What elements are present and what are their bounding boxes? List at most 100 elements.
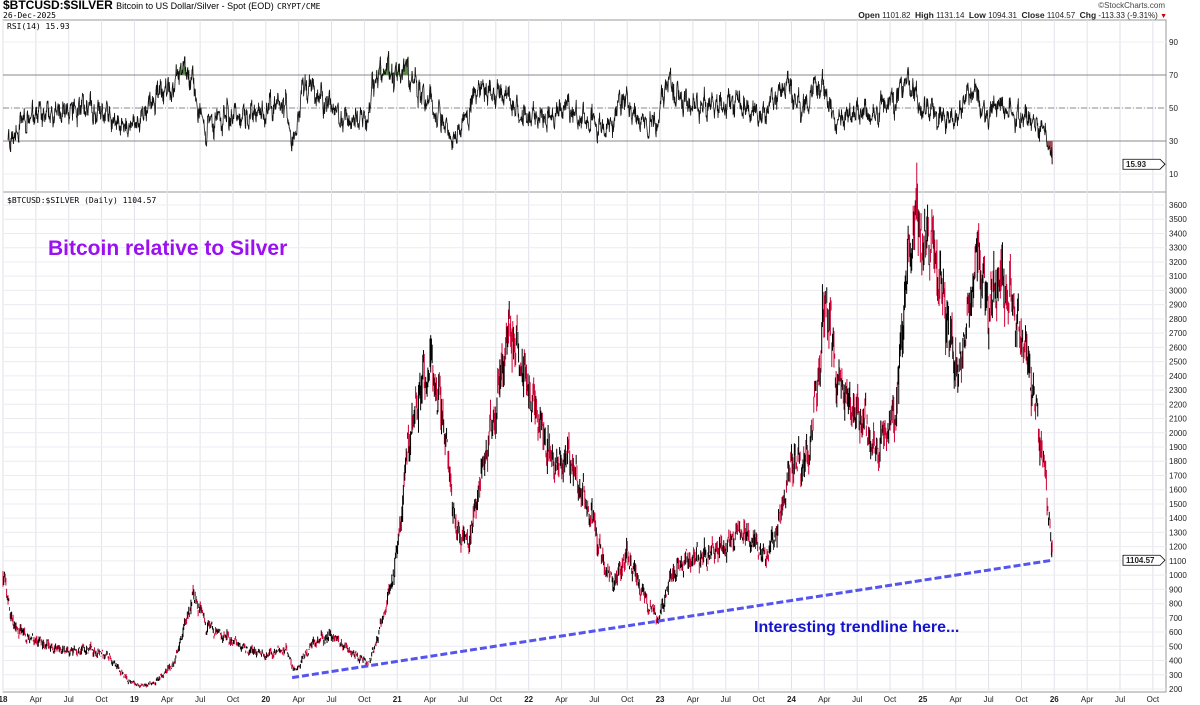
- low-label: Low: [968, 10, 986, 20]
- price-y-tick-label: 1000: [1169, 571, 1187, 580]
- chart-date: 26-Dec-2025: [3, 11, 56, 20]
- x-tick-label: Jul: [458, 695, 468, 704]
- price-y-tick-label: 300: [1169, 671, 1183, 680]
- x-tick-label: Apr: [555, 695, 568, 704]
- x-tick-label: Apr: [687, 695, 700, 704]
- high-value: 1131.14: [936, 11, 965, 20]
- price-y-tick-label: 1300: [1169, 528, 1187, 537]
- open-label: Open: [858, 10, 880, 20]
- close-value: 1104.57: [1046, 11, 1076, 20]
- price-label: $BTCUSD:$SILVER (Daily) 1104.57: [7, 196, 156, 205]
- x-tick-label: 25: [918, 695, 927, 704]
- x-tick-label: 18: [0, 695, 8, 704]
- price-y-tick-label: 3400: [1169, 229, 1187, 238]
- price-y-tick-label: 1400: [1169, 514, 1187, 523]
- symbol: $BTCUSD:$SILVER: [3, 0, 113, 12]
- x-tick-label: Apr: [161, 695, 174, 704]
- x-tick-label: Oct: [621, 695, 634, 704]
- x-tick-label: 23: [656, 695, 665, 704]
- chg-value: -113.33 (-9.31%): [1098, 11, 1158, 20]
- price-y-tick-label: 900: [1169, 585, 1183, 594]
- price-y-tick-label: 400: [1169, 657, 1183, 666]
- price-y-tick-label: 2600: [1169, 343, 1187, 352]
- x-tick-label: Oct: [752, 695, 765, 704]
- price-y-tick-label: 800: [1169, 600, 1183, 609]
- rsi-current-value: 15.93: [1126, 160, 1147, 169]
- price-current-value-box: [1122, 554, 1166, 566]
- low-value: 1094.31: [988, 11, 1017, 20]
- price-y-tick-label: 2400: [1169, 372, 1187, 381]
- price-y-tick-label: 2100: [1169, 415, 1187, 424]
- price-y-tick-label: 1600: [1169, 486, 1187, 495]
- x-tick-label: Oct: [1147, 695, 1160, 704]
- x-tick-label: Apr: [1081, 695, 1094, 704]
- rsi-y-tick-label: 50: [1169, 104, 1178, 113]
- x-tick-label: Apr: [292, 695, 305, 704]
- x-tick-label: 22: [524, 695, 533, 704]
- x-tick-label: 21: [393, 695, 402, 704]
- price-y-tick-label: 2300: [1169, 386, 1187, 395]
- price-y-tick-label: 3500: [1169, 215, 1187, 224]
- open-value: 1101.82: [882, 11, 911, 20]
- exchange: CRYPT/CME: [277, 2, 321, 11]
- price-y-tick-label: 1500: [1169, 500, 1187, 509]
- price-y-tick-label: 1700: [1169, 471, 1187, 480]
- high-label: High: [914, 10, 934, 20]
- price-y-tick-label: 3600: [1169, 201, 1187, 210]
- chart-header: $BTCUSD:$SILVER Bitcoin to US Dollar/Sil…: [0, 0, 1200, 20]
- price-y-tick-label: 2500: [1169, 358, 1187, 367]
- x-tick-label: 20: [261, 695, 270, 704]
- rsi-y-tick-label: 70: [1169, 71, 1178, 80]
- price-current-value: 1104.57: [1126, 556, 1155, 565]
- x-tick-label: Jul: [64, 695, 74, 704]
- chg-label: Chg: [1079, 10, 1097, 20]
- down-arrow-icon: ▼: [1160, 13, 1167, 20]
- ohlc-readout: Open 1101.82 High 1131.14 Low 1094.31 Cl…: [858, 11, 1167, 21]
- price-y-tick-label: 1100: [1169, 557, 1187, 566]
- price-y-tick-label: 3300: [1169, 244, 1187, 253]
- x-tick-label: Apr: [30, 695, 43, 704]
- price-y-tick-label: 700: [1169, 614, 1183, 623]
- price-y-tick-label: 3200: [1169, 258, 1187, 267]
- x-tick-label: Oct: [358, 695, 371, 704]
- rsi-label: RSI(14) 15.93: [7, 22, 70, 31]
- x-tick-label: 19: [130, 695, 139, 704]
- price-y-tick-label: 1200: [1169, 543, 1187, 552]
- x-tick-label: Jul: [589, 695, 599, 704]
- brand-label[interactable]: ©StockCharts.com: [1098, 1, 1165, 10]
- x-tick-label: Apr: [424, 695, 437, 704]
- rsi-y-tick-label: 30: [1169, 137, 1178, 146]
- price-y-tick-label: 600: [1169, 628, 1183, 637]
- trendline: [291, 558, 1053, 680]
- x-tick-label: Jul: [195, 695, 205, 704]
- price-y-tick-label: 1800: [1169, 457, 1187, 466]
- chart-title: Bitcoin relative to Silver: [48, 237, 287, 260]
- rsi-y-tick-label: 10: [1169, 170, 1178, 179]
- x-tick-label: 24: [787, 695, 796, 704]
- x-tick-label: Jul: [852, 695, 862, 704]
- rsi-line: [7, 50, 1053, 165]
- x-tick-label: Jul: [1115, 695, 1125, 704]
- price-bars: [2, 162, 1053, 688]
- x-tick-label: Oct: [884, 695, 897, 704]
- price-y-tick-label: 3100: [1169, 272, 1187, 281]
- rsi-current-value-box: [1122, 158, 1166, 170]
- price-y-tick-label: 2800: [1169, 315, 1187, 324]
- x-tick-label: Oct: [227, 695, 240, 704]
- x-tick-label: Apr: [818, 695, 831, 704]
- close-label: Close: [1021, 10, 1045, 20]
- x-tick-label: Jul: [983, 695, 993, 704]
- x-tick-label: Oct: [95, 695, 108, 704]
- x-tick-label: Jul: [721, 695, 731, 704]
- x-tick-label: Oct: [1015, 695, 1028, 704]
- x-tick-label: Jul: [326, 695, 336, 704]
- price-y-tick-label: 1900: [1169, 443, 1187, 452]
- x-tick-label: 26: [1050, 695, 1059, 704]
- trendline-annotation: Interesting trendline here...: [754, 619, 959, 636]
- symbol-title: $BTCUSD:$SILVER Bitcoin to US Dollar/Sil…: [3, 0, 320, 11]
- symbol-description: Bitcoin to US Dollar/Silver - Spot (EOD): [116, 1, 274, 11]
- price-y-tick-label: 2700: [1169, 329, 1187, 338]
- price-panel: [2, 191, 1167, 693]
- price-y-tick-label: 200: [1169, 685, 1183, 694]
